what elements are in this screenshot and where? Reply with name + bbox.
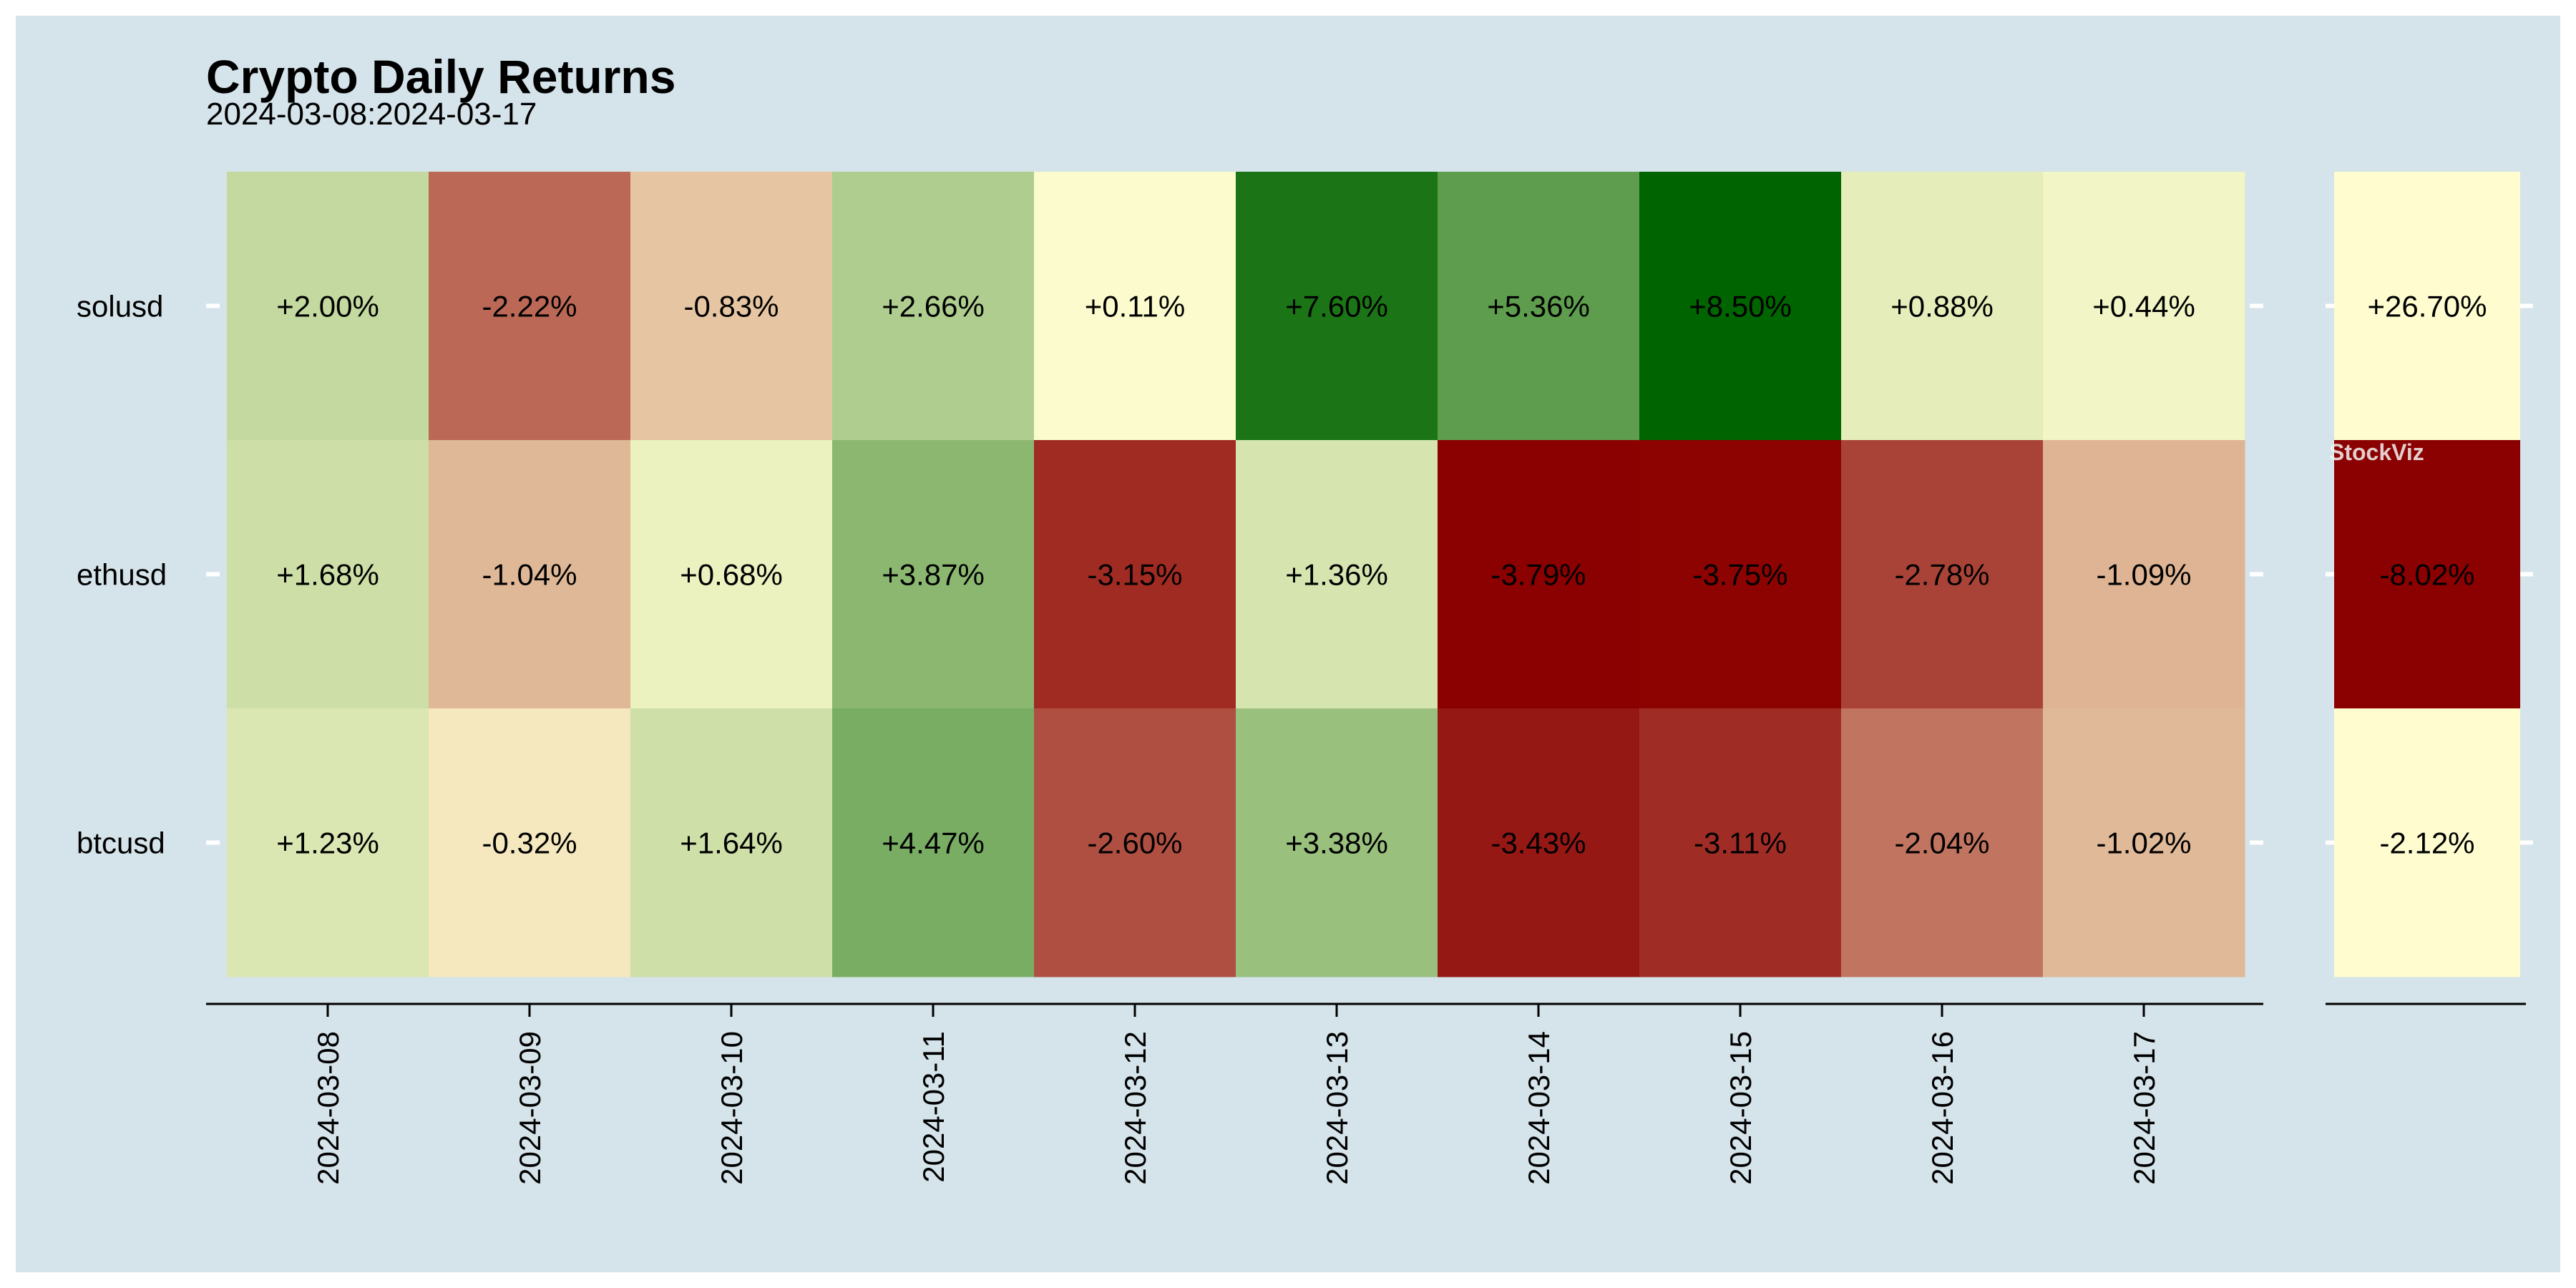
- cell-value-label: +7.60%: [1285, 290, 1388, 323]
- cell-value-label: +0.11%: [1085, 290, 1186, 323]
- heatmap-cell-ethusd-2024-03-16: [1841, 440, 2044, 709]
- x-tick-label-2024-03-13: 2024-03-13: [1320, 1031, 1354, 1185]
- x-tick-label-2024-03-16: 2024-03-16: [1926, 1031, 1959, 1185]
- cell-value-label: +1.68%: [276, 558, 379, 592]
- cell-value-label: +8.50%: [1689, 290, 1792, 323]
- axes: 2024-03-08 2024-03-09 2024-03-10 2024-03-11…: [206, 1002, 2526, 1185]
- cell-value-label: -1.02%: [2096, 826, 2191, 860]
- cell-value-label: -3.15%: [1087, 558, 1182, 592]
- heatmap-cell-solusd-2024-03-12: [1034, 172, 1236, 441]
- row-label-solusd: solusd: [77, 290, 163, 323]
- heatmap-cell-btcusd-2024-03-14: [1438, 708, 1640, 977]
- heatmap-cell-btcusd-2024-03-16: [1841, 708, 2044, 977]
- heatmap-cell-btcusd-2024-03-12: [1034, 708, 1236, 977]
- cell-value-label: -3.43%: [1491, 826, 1586, 860]
- cell-value-label: +2.66%: [882, 290, 985, 323]
- heatmap-cell-solusd-2024-03-14: [1438, 172, 1640, 441]
- cell-value-label: +2.00%: [276, 290, 379, 323]
- total-cell-ethusd: [2334, 440, 2520, 709]
- cell-value-label: +5.36%: [1487, 290, 1590, 323]
- total-value-label: -2.12%: [2379, 826, 2474, 860]
- total-cell-solusd: [2334, 172, 2520, 441]
- cell-value-label: +0.88%: [1890, 290, 1994, 323]
- cell-value-label: -2.78%: [1894, 558, 1989, 592]
- heatmap-cell-ethusd-2024-03-08: [227, 440, 429, 709]
- heatmap-cell-ethusd-2024-03-14: [1438, 440, 1640, 709]
- totals-column: +26.70% -8.02% -2.12%: [2326, 172, 2533, 977]
- heatmap-cell-btcusd-2024-03-08: [227, 708, 429, 977]
- cell-value-label: +1.23%: [276, 826, 379, 860]
- heatmap-cell-solusd-2024-03-08: [227, 172, 429, 441]
- total-value-label: -8.02%: [2379, 558, 2474, 592]
- heatmap-cell-ethusd-2024-03-12: [1034, 440, 1236, 709]
- x-tick-label-2024-03-15: 2024-03-15: [1724, 1031, 1757, 1185]
- heatmap-cell-ethusd-2024-03-11: [832, 440, 1035, 709]
- heatmap-cell-btcusd-2024-03-15: [1639, 708, 1842, 977]
- heatmap-cell-btcusd-2024-03-17: [2043, 708, 2245, 977]
- cell-value-label: -2.04%: [1894, 826, 1989, 860]
- heatmap-cell-btcusd-2024-03-11: [832, 708, 1035, 977]
- x-tick-label-2024-03-12: 2024-03-12: [1118, 1031, 1152, 1185]
- total-value-label: +26.70%: [2368, 290, 2487, 323]
- cell-value-label: +3.38%: [1285, 826, 1388, 860]
- heatmap-cell-btcusd-2024-03-10: [630, 708, 833, 977]
- x-tick-label-2024-03-14: 2024-03-14: [1522, 1031, 1556, 1185]
- chart-title: Crypto Daily Returns: [206, 50, 675, 103]
- watermark: StockViz: [2329, 439, 2424, 465]
- cell-value-label: +0.44%: [2092, 290, 2195, 323]
- heatmap-cell-solusd-2024-03-09: [429, 172, 631, 441]
- cell-value-label: +1.36%: [1285, 558, 1388, 592]
- cell-value-label: +3.87%: [882, 558, 985, 592]
- heatmap-grid: solusd ethusd btcusd +2.00% -2.22% -0.83% +2.6…: [77, 172, 2263, 977]
- heatmap-cell-ethusd-2024-03-17: [2043, 440, 2245, 709]
- heatmap-cell-btcusd-2024-03-09: [429, 708, 631, 977]
- cell-value-label: -3.11%: [1694, 826, 1787, 860]
- heatmap-cell-solusd-2024-03-17: [2043, 172, 2245, 441]
- cell-value-label: -3.79%: [1491, 558, 1586, 592]
- heatmap-cell-solusd-2024-03-10: [630, 172, 833, 441]
- cell-value-label: +0.68%: [680, 558, 783, 592]
- heatmap-cell-solusd-2024-03-15: [1639, 172, 1842, 441]
- heatmap-cell-ethusd-2024-03-09: [429, 440, 631, 709]
- cell-value-label: -2.60%: [1087, 826, 1182, 860]
- cell-value-label: -3.75%: [1692, 558, 1787, 592]
- heatmap-cell-ethusd-2024-03-13: [1236, 440, 1438, 709]
- cell-value-label: -2.22%: [482, 290, 577, 323]
- row-label-btcusd: btcusd: [77, 826, 165, 860]
- chart-subtitle: 2024-03-08:2024-03-17: [206, 97, 537, 132]
- heatmap-cell-ethusd-2024-03-10: [630, 440, 833, 709]
- cell-value-label: -1.09%: [2096, 558, 2191, 592]
- x-tick-label-2024-03-17: 2024-03-17: [2127, 1031, 2161, 1185]
- cell-value-label: -0.83%: [683, 290, 779, 323]
- cell-value-label: +1.64%: [680, 826, 783, 860]
- cell-value-label: +4.47%: [882, 826, 985, 860]
- heatmap-cell-solusd-2024-03-13: [1236, 172, 1438, 441]
- cell-value-label: -0.32%: [482, 826, 577, 860]
- total-cell-btcusd: [2334, 708, 2520, 977]
- heatmap-cell-ethusd-2024-03-15: [1639, 440, 1842, 709]
- cell-value-label: -1.04%: [482, 558, 577, 592]
- heatmap-cell-btcusd-2024-03-13: [1236, 708, 1438, 977]
- heatmap-cell-solusd-2024-03-16: [1841, 172, 2044, 441]
- heatmap-cell-solusd-2024-03-11: [832, 172, 1035, 441]
- x-tick-label-2024-03-11: 2024-03-11: [917, 1031, 950, 1183]
- row-label-ethusd: ethusd: [77, 558, 167, 592]
- x-tick-label-2024-03-08: 2024-03-08: [311, 1031, 345, 1185]
- x-tick-label-2024-03-09: 2024-03-09: [513, 1031, 547, 1185]
- x-tick-label-2024-03-10: 2024-03-10: [715, 1031, 748, 1185]
